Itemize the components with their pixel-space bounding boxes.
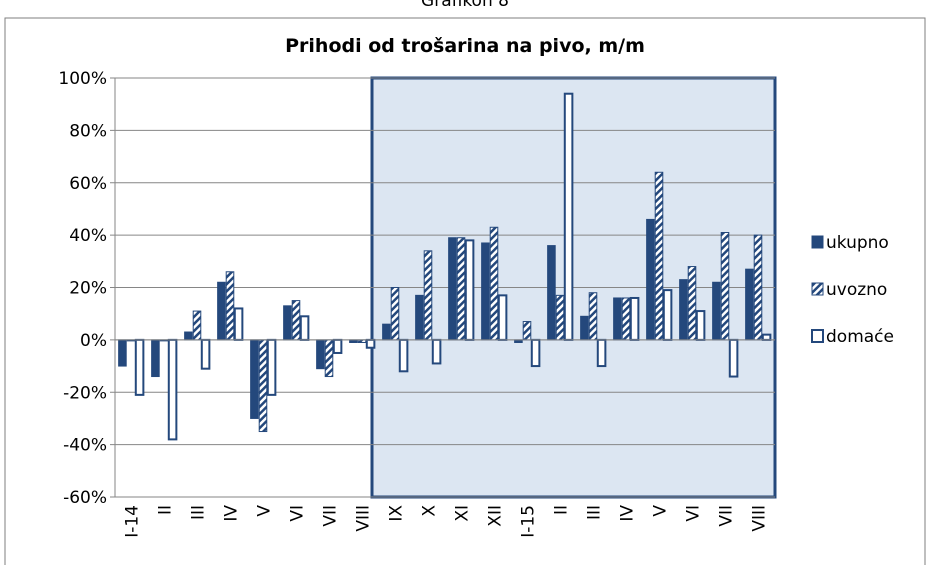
x-tick-label: VIII <box>750 505 770 532</box>
bar <box>448 237 457 341</box>
bar <box>489 226 499 341</box>
bar <box>250 339 259 419</box>
bar <box>283 305 292 341</box>
bar <box>225 271 235 341</box>
x-tick-label: I-15 <box>519 505 539 538</box>
bar <box>316 339 325 370</box>
bar <box>134 338 145 396</box>
bar <box>423 250 433 341</box>
x-tick-label: XII <box>486 505 506 527</box>
bar <box>324 339 334 378</box>
bar <box>415 294 424 341</box>
bar <box>687 266 697 341</box>
bar <box>761 333 772 341</box>
x-tick-label: VI <box>288 505 308 522</box>
bar <box>522 321 532 341</box>
bar <box>481 242 490 341</box>
bar <box>398 338 409 373</box>
bar <box>200 338 211 370</box>
bar <box>613 297 622 341</box>
x-tick-label: IX <box>387 505 407 522</box>
bar <box>563 92 574 341</box>
chart-frame <box>4 17 926 569</box>
y-tick-label: -20% <box>63 383 107 403</box>
bar <box>192 310 202 341</box>
y-tick-label: -40% <box>63 436 107 456</box>
legend-swatch <box>811 329 824 343</box>
bar <box>621 297 631 341</box>
x-tick-label: II <box>552 505 572 515</box>
y-tick-label: 60% <box>69 174 107 194</box>
bar <box>555 294 565 341</box>
bar <box>365 338 376 349</box>
bar <box>695 310 706 341</box>
bar <box>580 315 589 341</box>
y-tick-label: 80% <box>69 121 107 141</box>
x-tick-label: V <box>651 505 671 517</box>
bar <box>151 339 160 378</box>
bar <box>332 338 343 354</box>
legend-label: ukupno <box>826 233 889 253</box>
x-tick-label: III <box>585 505 605 520</box>
bar <box>745 268 754 341</box>
legend-swatch <box>811 282 824 296</box>
legend-label: uvozno <box>826 280 887 300</box>
y-tick-label: 100% <box>58 69 107 89</box>
bar <box>167 338 178 441</box>
x-tick-label: XI <box>453 505 473 522</box>
x-tick-label: V <box>255 505 275 517</box>
bar <box>266 338 277 396</box>
bar <box>184 331 193 341</box>
x-tick-label: VII <box>717 505 737 527</box>
x-tick-label: IV <box>618 505 638 522</box>
bar <box>497 294 508 341</box>
bar <box>431 338 442 365</box>
bar <box>720 232 730 341</box>
bar <box>712 281 721 341</box>
x-tick-label: IV <box>222 505 242 522</box>
x-tick-label: VII <box>321 505 341 527</box>
bar <box>662 289 673 341</box>
bar <box>547 245 556 341</box>
bar <box>654 171 664 341</box>
bar <box>753 234 763 341</box>
legend-label: domaće <box>826 327 894 347</box>
bar <box>291 300 301 341</box>
caption: Grafikon 8 <box>421 0 509 11</box>
x-tick-label: VIII <box>354 505 374 532</box>
bar <box>217 281 226 341</box>
y-tick-label: 20% <box>69 279 107 299</box>
y-tick-label: -60% <box>63 488 107 508</box>
legend-swatch <box>811 235 824 249</box>
chart-title: Prihodi od trošarina na pivo, m/m <box>285 35 645 57</box>
bar <box>258 339 268 433</box>
bar <box>456 237 466 341</box>
x-tick-label: III <box>189 505 209 520</box>
bar <box>233 307 244 341</box>
bar <box>382 323 391 341</box>
bar <box>679 279 688 341</box>
x-tick-label: VI <box>684 505 704 522</box>
y-tick-label: 40% <box>69 226 107 246</box>
bar <box>530 338 541 368</box>
y-tick-label: 0% <box>80 331 107 351</box>
bar <box>118 339 127 367</box>
bar <box>728 338 739 378</box>
bar <box>299 315 310 341</box>
bar <box>629 296 640 341</box>
x-tick-label: II <box>156 505 176 515</box>
bar <box>596 338 607 368</box>
bar <box>464 239 475 341</box>
bar <box>646 218 655 341</box>
bar <box>390 287 400 341</box>
bar <box>588 292 598 341</box>
x-tick-label: X <box>420 505 440 517</box>
x-tick-label: I-14 <box>123 505 143 538</box>
